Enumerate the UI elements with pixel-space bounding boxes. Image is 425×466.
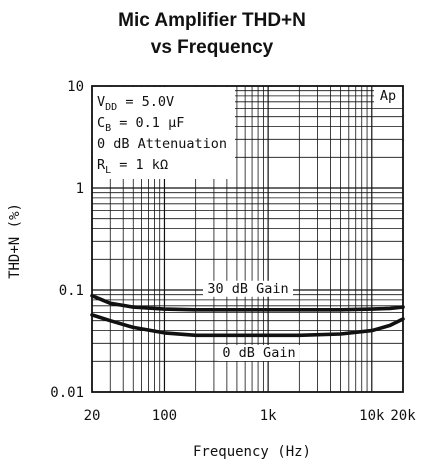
series-label-background — [203, 280, 293, 297]
condition-line: VDD = 5.0V — [97, 94, 174, 113]
y-tick-label: 0.01 — [50, 385, 84, 401]
conditions-box: VDD = 5.0V CB = 0.1 µF 0 dB Attenuation RL … — [93, 87, 235, 179]
y-tick-label: 1 — [76, 181, 84, 197]
y-tick-label: 0.1 — [59, 283, 84, 299]
chart-title-line2: vs Frequency — [151, 37, 274, 58]
plot-frame — [91, 85, 404, 393]
brand-background — [374, 87, 402, 104]
condition-line: CB = 0.1 µF — [97, 115, 184, 134]
series-line-30db-gain — [90, 293, 405, 312]
x-axis-title: Frequency (Hz) — [193, 444, 311, 460]
series-line-0db-gain — [90, 313, 405, 338]
plot-grid — [91, 85, 404, 393]
y-tick-labels: 10 1 0.1 0.01 — [50, 79, 84, 401]
condition-line: 0 dB Attenuation — [97, 136, 227, 152]
conditions-box-background — [93, 87, 235, 179]
y-axis-title: THD+N (%) — [7, 203, 23, 279]
brand-logo: Ap — [374, 87, 402, 104]
condition-line: RL = 1 kΩ — [97, 157, 168, 176]
x-tick-label: 20k — [390, 408, 416, 424]
x-tick-labels: 20 100 1k 10k 20k — [84, 408, 417, 424]
x-tick-label: 1k — [260, 408, 277, 424]
y-tick-label: 10 — [67, 79, 84, 95]
series-label-0db-gain: 0 dB Gain — [222, 345, 295, 361]
chart-title-line1: Mic Amplifier THD+N — [118, 10, 306, 31]
series-labels: 30 dB Gain 0 dB Gain — [203, 280, 300, 361]
brand-label: Ap — [380, 88, 396, 104]
x-tick-label: 20 — [84, 408, 101, 424]
series-label-30db-gain: 30 dB Gain — [207, 281, 288, 297]
x-tick-label: 10k — [359, 408, 385, 424]
series-label-background — [218, 345, 300, 361]
x-tick-label: 100 — [152, 408, 177, 424]
series-lines — [90, 293, 405, 338]
